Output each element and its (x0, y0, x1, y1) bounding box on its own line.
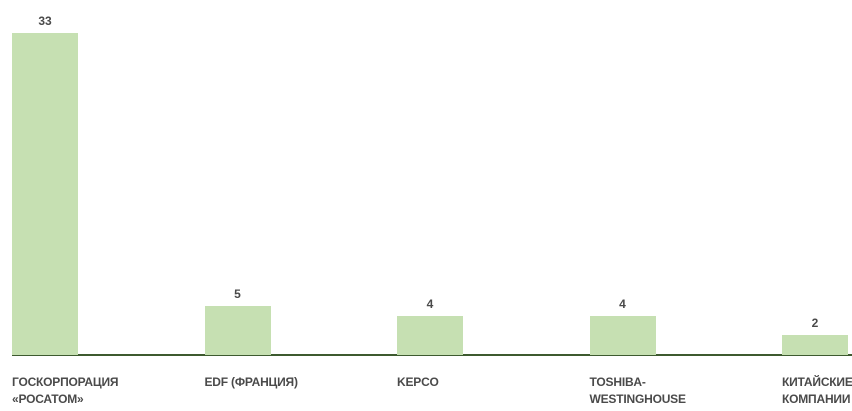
value-label: 4 (426, 296, 434, 311)
x-tick-label: КИТАЙСКИЕ КОМПАНИИ (782, 375, 852, 406)
x-tick-label: EDF (ФРАНЦИЯ) (204, 375, 298, 389)
value-label: 33 (38, 14, 52, 28)
bar (397, 315, 463, 355)
bar (589, 315, 656, 355)
value-label: 5 (234, 287, 241, 302)
baseline (12, 354, 852, 356)
value-label: 2 (811, 316, 819, 331)
bar (204, 306, 271, 355)
value-label: 4 (619, 296, 626, 311)
bar (782, 335, 848, 355)
x-tick-label: KEPCO (397, 375, 439, 389)
x-tick-label: ГОСКОРПОРАЦИЯ «РОСАТОМ» (12, 375, 119, 406)
x-tick-label: TOSHIBA- WESTINGHOUSE (589, 375, 686, 406)
bar (12, 33, 78, 355)
